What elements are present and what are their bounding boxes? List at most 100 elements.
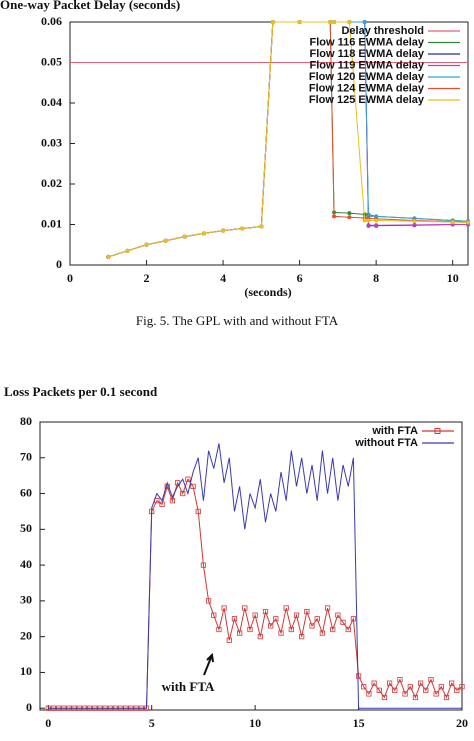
marker xyxy=(190,483,196,489)
marker xyxy=(221,605,227,611)
marker xyxy=(304,609,310,615)
x-tick-label: 15 xyxy=(353,716,365,730)
marker xyxy=(340,619,346,625)
x-tick-label: 20 xyxy=(456,716,468,730)
marker xyxy=(299,634,305,640)
x-tick-label: 10 xyxy=(249,716,261,730)
annotation-arrow xyxy=(203,652,214,676)
marker xyxy=(347,20,352,24)
marker xyxy=(433,691,439,697)
marker xyxy=(163,238,168,243)
marker xyxy=(332,214,337,219)
marker xyxy=(345,626,351,633)
y-tick-label: 0 xyxy=(26,700,32,714)
legend-label: with FTA xyxy=(371,425,418,437)
y-tick-label: 20 xyxy=(20,628,32,642)
marker xyxy=(328,20,333,24)
marker xyxy=(319,630,325,636)
marker xyxy=(200,562,207,568)
x-tick-label: 0 xyxy=(45,716,51,730)
marker xyxy=(402,691,408,697)
marker xyxy=(185,476,191,482)
marker xyxy=(262,609,269,615)
marker xyxy=(350,616,356,622)
marker xyxy=(386,680,393,686)
marker xyxy=(450,220,455,225)
marker xyxy=(216,626,222,633)
marker xyxy=(381,694,388,701)
marker xyxy=(376,687,382,693)
marker xyxy=(106,254,111,259)
marker xyxy=(443,694,450,701)
y-tick-label: 0.03 xyxy=(41,135,62,149)
marker xyxy=(397,676,403,683)
marker xyxy=(366,691,372,697)
marker xyxy=(283,605,289,611)
y-tick-label: 0.02 xyxy=(41,176,62,190)
marker xyxy=(412,222,417,227)
legend-label: without FTA xyxy=(354,437,418,449)
figure-caption: Fig. 5. The GPL with and without FTA xyxy=(136,313,339,328)
x-tick-label: 4 xyxy=(220,271,226,285)
legend-label: Flow 119 EWMA delay xyxy=(309,59,424,71)
series-line xyxy=(48,478,463,709)
legend-marker xyxy=(434,428,441,434)
marker xyxy=(412,694,419,701)
marker xyxy=(335,612,341,618)
marker xyxy=(454,687,460,693)
marker xyxy=(330,626,336,633)
marker xyxy=(423,687,429,693)
marker xyxy=(355,673,362,679)
marker xyxy=(418,680,424,686)
marker xyxy=(201,231,206,236)
series-line xyxy=(48,443,462,709)
x-tick-label: 2 xyxy=(144,271,150,285)
y-tick-label: 0.04 xyxy=(41,95,62,109)
plot-frame xyxy=(39,421,463,711)
marker xyxy=(231,616,238,622)
marker xyxy=(412,219,417,224)
marker xyxy=(428,676,434,683)
marker xyxy=(273,616,279,622)
marker xyxy=(366,218,371,223)
marker xyxy=(309,623,315,629)
chart-title: One-way Packet Delay (seconds) xyxy=(0,0,180,12)
marker xyxy=(407,684,413,690)
legend-label: Delay threshold xyxy=(341,25,424,37)
marker xyxy=(278,630,284,636)
marker xyxy=(374,223,379,228)
legend-label: Flow 120 EWMA delay xyxy=(309,71,425,83)
marker xyxy=(169,498,175,504)
legend-label: Flow 125 EWMA delay xyxy=(309,94,425,106)
legend-label: Flow 124 EWMA delay xyxy=(309,82,425,94)
marker xyxy=(362,20,367,24)
x-tick-label: 5 xyxy=(149,716,155,730)
y-tick-label: 30 xyxy=(20,593,32,607)
marker xyxy=(144,242,149,247)
chart-title: Loss Packets per 0.1 second xyxy=(4,384,158,399)
marker xyxy=(205,598,212,604)
marker xyxy=(366,223,371,228)
marker xyxy=(288,626,294,633)
y-tick-label: 0.01 xyxy=(41,216,62,230)
x-tick-label: 10 xyxy=(447,271,459,285)
marker xyxy=(182,234,187,239)
marker xyxy=(314,616,320,622)
x-tick-label: 8 xyxy=(373,271,379,285)
x-tick-label: 6 xyxy=(297,271,303,285)
marker xyxy=(221,228,226,233)
annotation: with FTA xyxy=(162,679,215,694)
marker xyxy=(247,626,253,633)
marker xyxy=(449,680,455,686)
marker xyxy=(371,680,377,686)
marker xyxy=(180,490,186,497)
legend-label: Flow 118 EWMA delay xyxy=(309,48,424,60)
marker xyxy=(259,224,264,229)
marker xyxy=(237,630,243,636)
marker xyxy=(257,634,263,640)
marker xyxy=(252,612,258,618)
marker xyxy=(324,605,331,611)
marker xyxy=(270,20,275,24)
